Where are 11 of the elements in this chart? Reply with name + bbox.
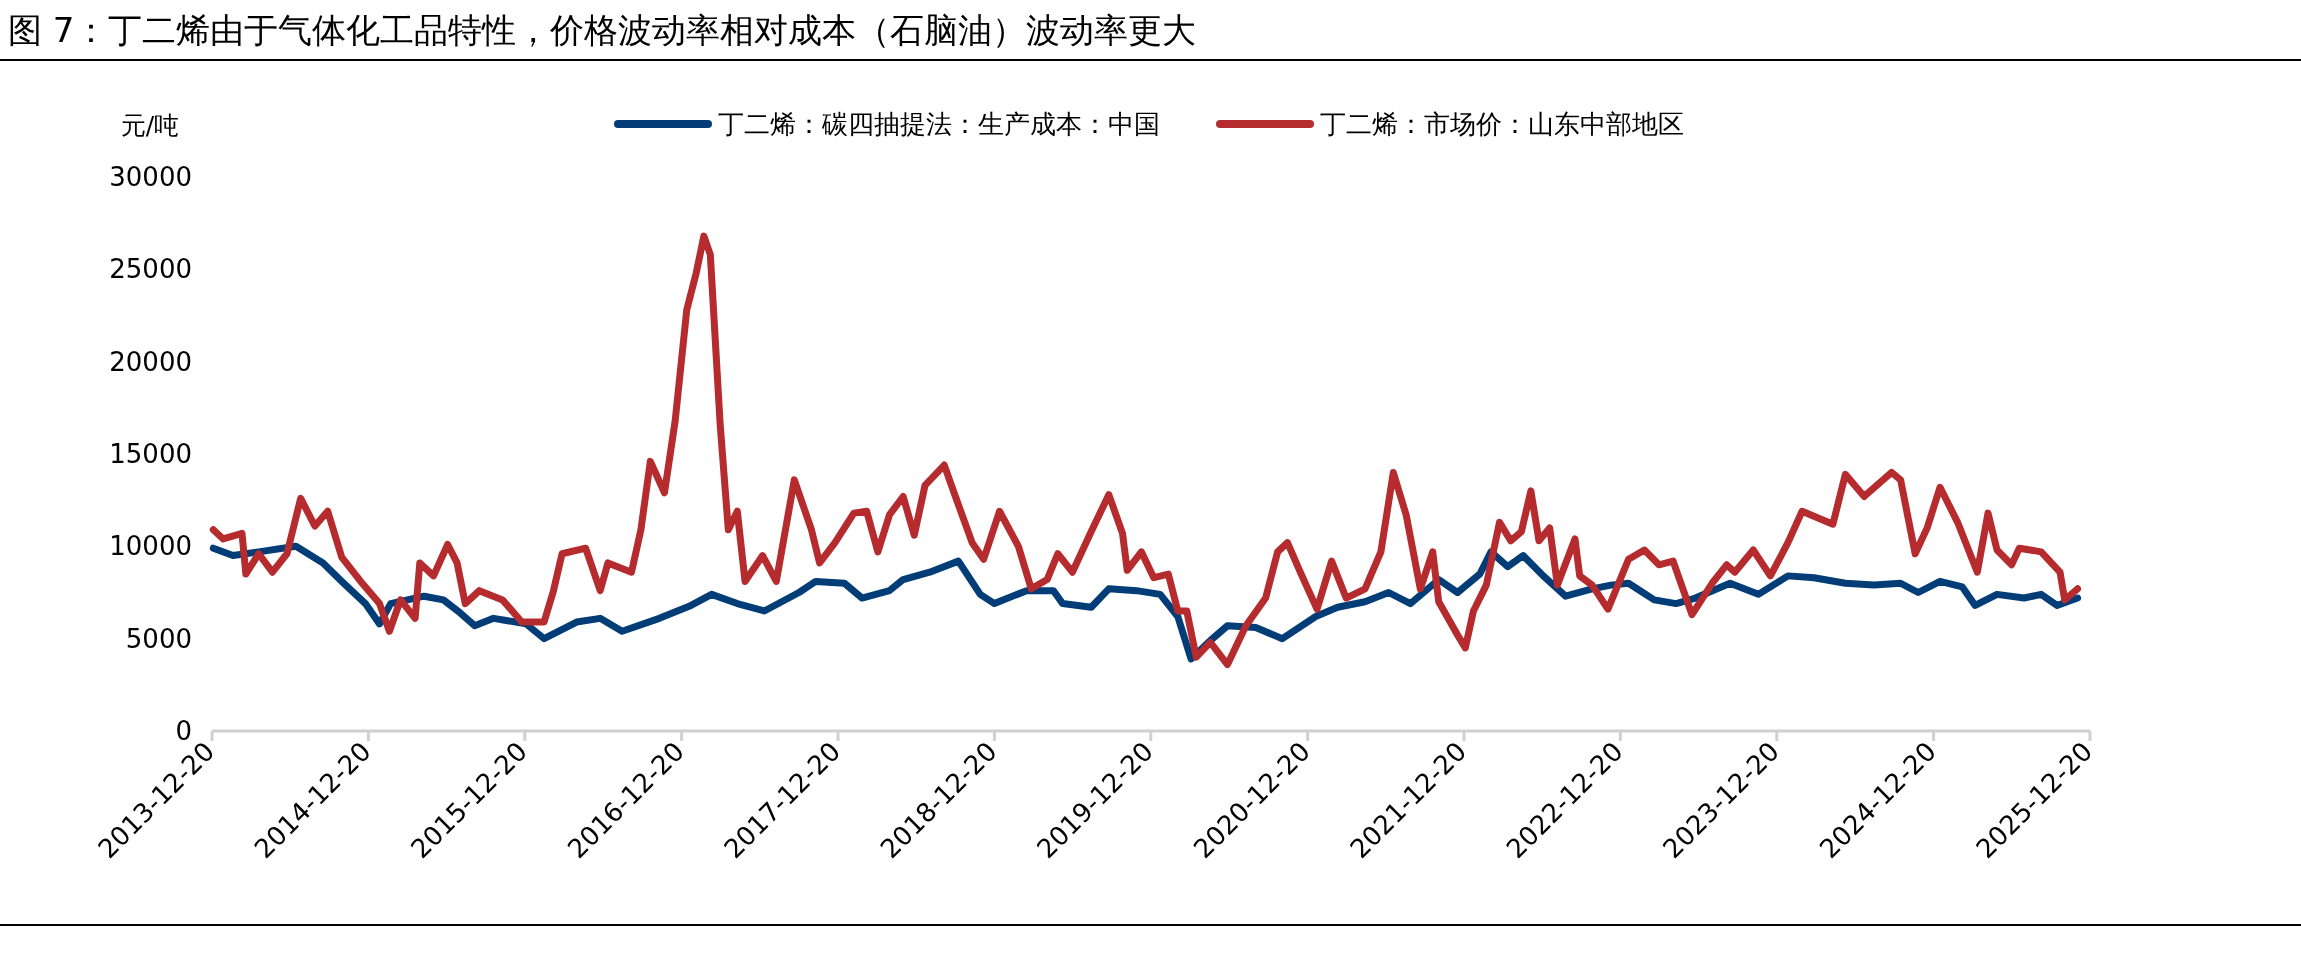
y-axis-title: 元/吨: [120, 111, 180, 140]
y-tick-label: 15000: [109, 439, 192, 469]
y-tick-label: 30000: [109, 162, 192, 192]
legend-label: 丁二烯：市场价：山东中部地区: [1320, 109, 1684, 139]
y-tick-label: 5000: [125, 623, 192, 654]
legend-label: 丁二烯：碳四抽提法：生产成本：中国: [718, 109, 1160, 139]
y-tick-label: 10000: [109, 531, 192, 562]
y-tick-label: 20000: [109, 346, 192, 377]
y-tick-label: 0: [175, 716, 192, 746]
y-tick-label: 25000: [109, 254, 192, 285]
chart-title: 图 7：丁二烯由于气体化工品特性，价格波动率相对成本（石脑油）波动率更大: [8, 10, 1197, 50]
